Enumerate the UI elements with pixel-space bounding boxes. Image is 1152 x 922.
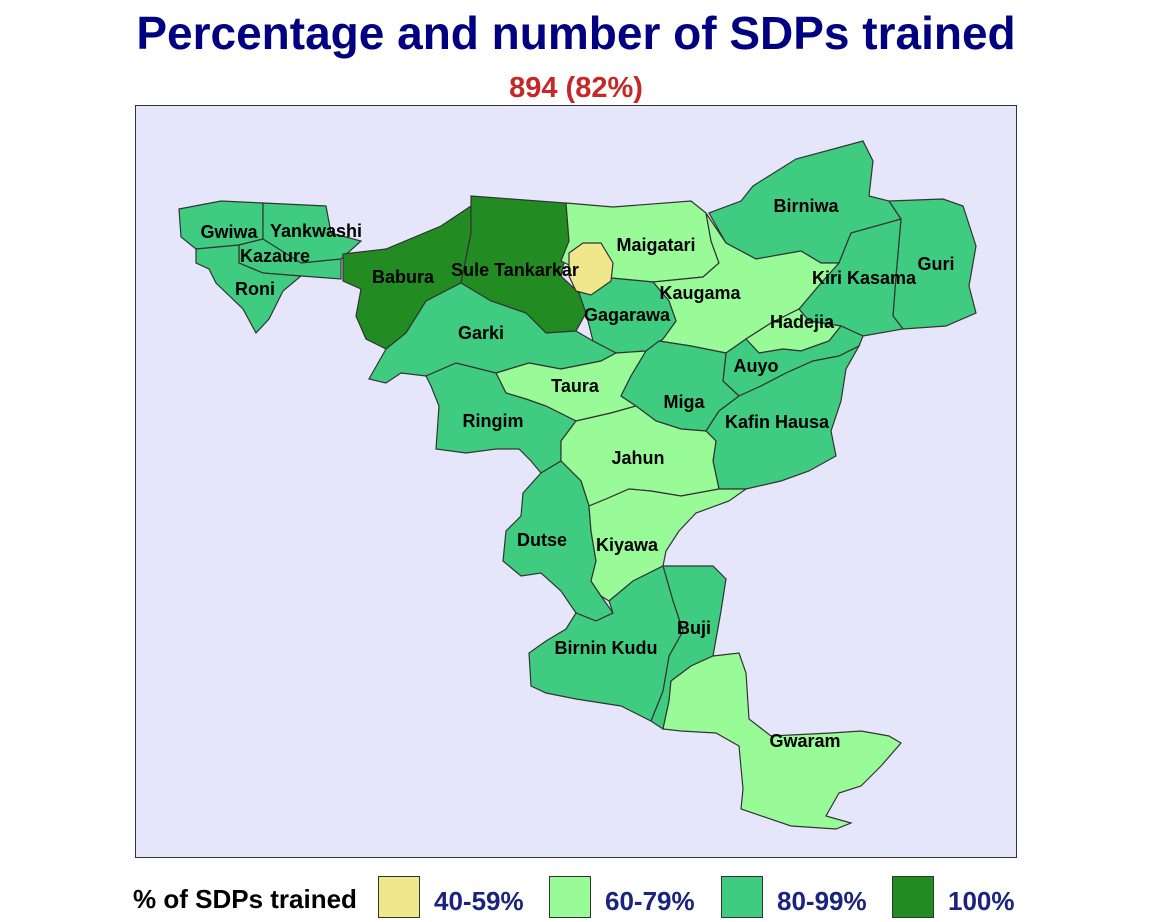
region-label: Sule Tankarkar <box>451 260 579 280</box>
map-legend: % of SDPs trained 40-59% 60-79% 80-99% 1… <box>133 874 1152 922</box>
region-gwaram[interactable] <box>662 652 902 830</box>
region-label: Roni <box>235 279 275 299</box>
region-label: Garki <box>458 323 504 343</box>
region-label: Auyo <box>734 356 779 376</box>
region-label: Yankwashi <box>270 221 362 241</box>
region-label: Guri <box>917 254 954 274</box>
region-label: Birniwa <box>773 196 839 216</box>
region-label: Kafin Hausa <box>725 412 830 432</box>
map-subtitle: 894 (82%) <box>509 72 643 104</box>
region-label: Dutse <box>517 530 567 550</box>
legend-label: 100% <box>948 886 1015 916</box>
legend-swatch <box>378 876 420 918</box>
region-birnin-kudu[interactable] <box>528 565 684 722</box>
lga-polygons <box>178 140 977 830</box>
region-label: Gwaram <box>769 731 840 751</box>
region-label: Taura <box>551 376 600 396</box>
region-label: Kiyawa <box>596 535 659 555</box>
legend-title: % of SDPs trained <box>133 884 357 914</box>
legend-label: 60-79% <box>605 886 695 916</box>
region-label: Buji <box>677 618 711 638</box>
region-label: Birnin Kudu <box>555 638 658 658</box>
legend-label: 80-99% <box>777 886 867 916</box>
region-kiyawa[interactable] <box>588 488 748 602</box>
region-label: Gagarawa <box>584 305 671 325</box>
map-frame: Gwiwa Yankwashi Kazaure Roni Babura Sule… <box>135 105 1017 858</box>
region-label: Gwiwa <box>200 222 258 242</box>
region-label: Kiri Kasama <box>812 268 917 288</box>
legend-label: 40-59% <box>434 886 524 916</box>
choropleth-map: Gwiwa Yankwashi Kazaure Roni Babura Sule… <box>178 140 977 830</box>
lga-labels: Gwiwa Yankwashi Kazaure Roni Babura Sule… <box>200 196 954 751</box>
region-label: Hadejia <box>770 312 835 332</box>
region-label: Ringim <box>463 411 524 431</box>
legend-swatch <box>721 876 763 918</box>
region-roni[interactable] <box>195 244 303 335</box>
region-label: Kaugama <box>659 283 741 303</box>
region-label: Maigatari <box>616 235 695 255</box>
region-label: Babura <box>372 267 435 287</box>
map-title: Percentage and number of SDPs trained <box>136 7 1016 59</box>
region-unlabelled-40-59[interactable] <box>568 242 614 296</box>
region-label: Kazaure <box>240 246 310 266</box>
region-label: Miga <box>663 392 705 412</box>
legend-swatch <box>549 876 591 918</box>
region-label: Jahun <box>611 448 664 468</box>
legend-swatch <box>892 876 934 918</box>
